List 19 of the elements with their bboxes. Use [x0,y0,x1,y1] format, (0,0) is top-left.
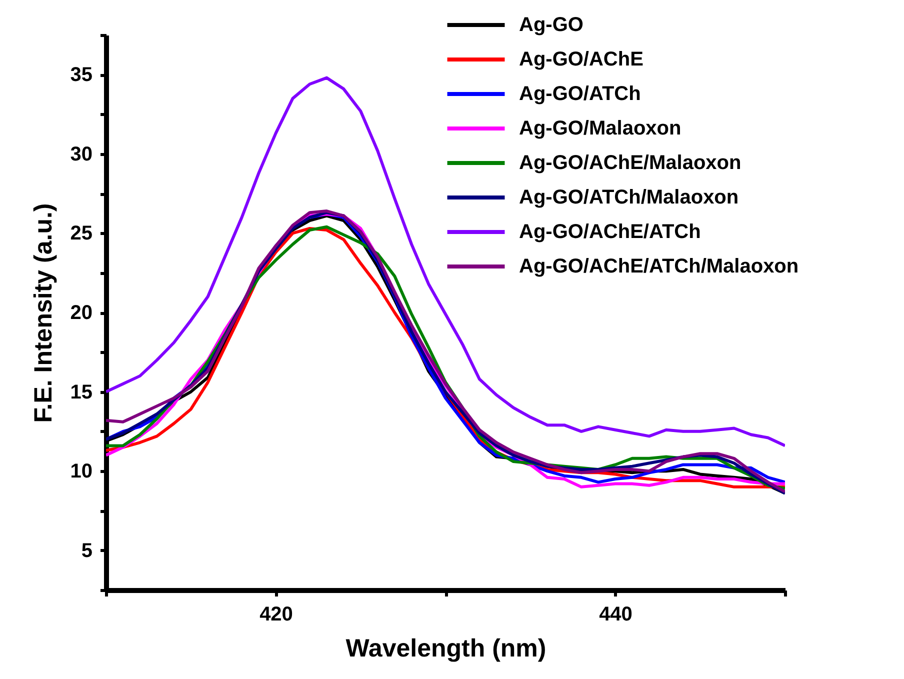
y-tick-label: 30 [70,143,92,166]
y-tick-label: 10 [70,460,92,483]
legend-label: Ag-GO/AChE [519,48,644,70]
x-tick-label: 420 [260,604,293,626]
y-axis-title: F.E. Intensity (a.u.) [29,203,58,423]
y-tick-label: 5 [81,540,92,562]
x-axis-title: Wavelength (nm) [346,634,546,662]
legend-label: Ag-GO/AChE/ATCh/Malaoxon [519,256,799,278]
legend-label: Ag-GO/AChE/Malaoxon [519,152,742,174]
legend-label: Ag-GO/ATCh/Malaoxon [519,186,739,208]
y-tick-label: 20 [70,302,92,324]
legend-label: Ag-GO [519,14,584,36]
legend-label: Ag-GO/ATCh [519,83,641,105]
y-tick-label: 15 [70,381,92,404]
legend-label: Ag-GO/Malaoxon [519,118,682,140]
legend-label: Ag-GO/AChE/ATCh [519,221,701,243]
y-tick-label: 25 [70,222,92,245]
y-tick-label: 35 [70,64,92,86]
x-tick-label: 440 [599,604,632,626]
